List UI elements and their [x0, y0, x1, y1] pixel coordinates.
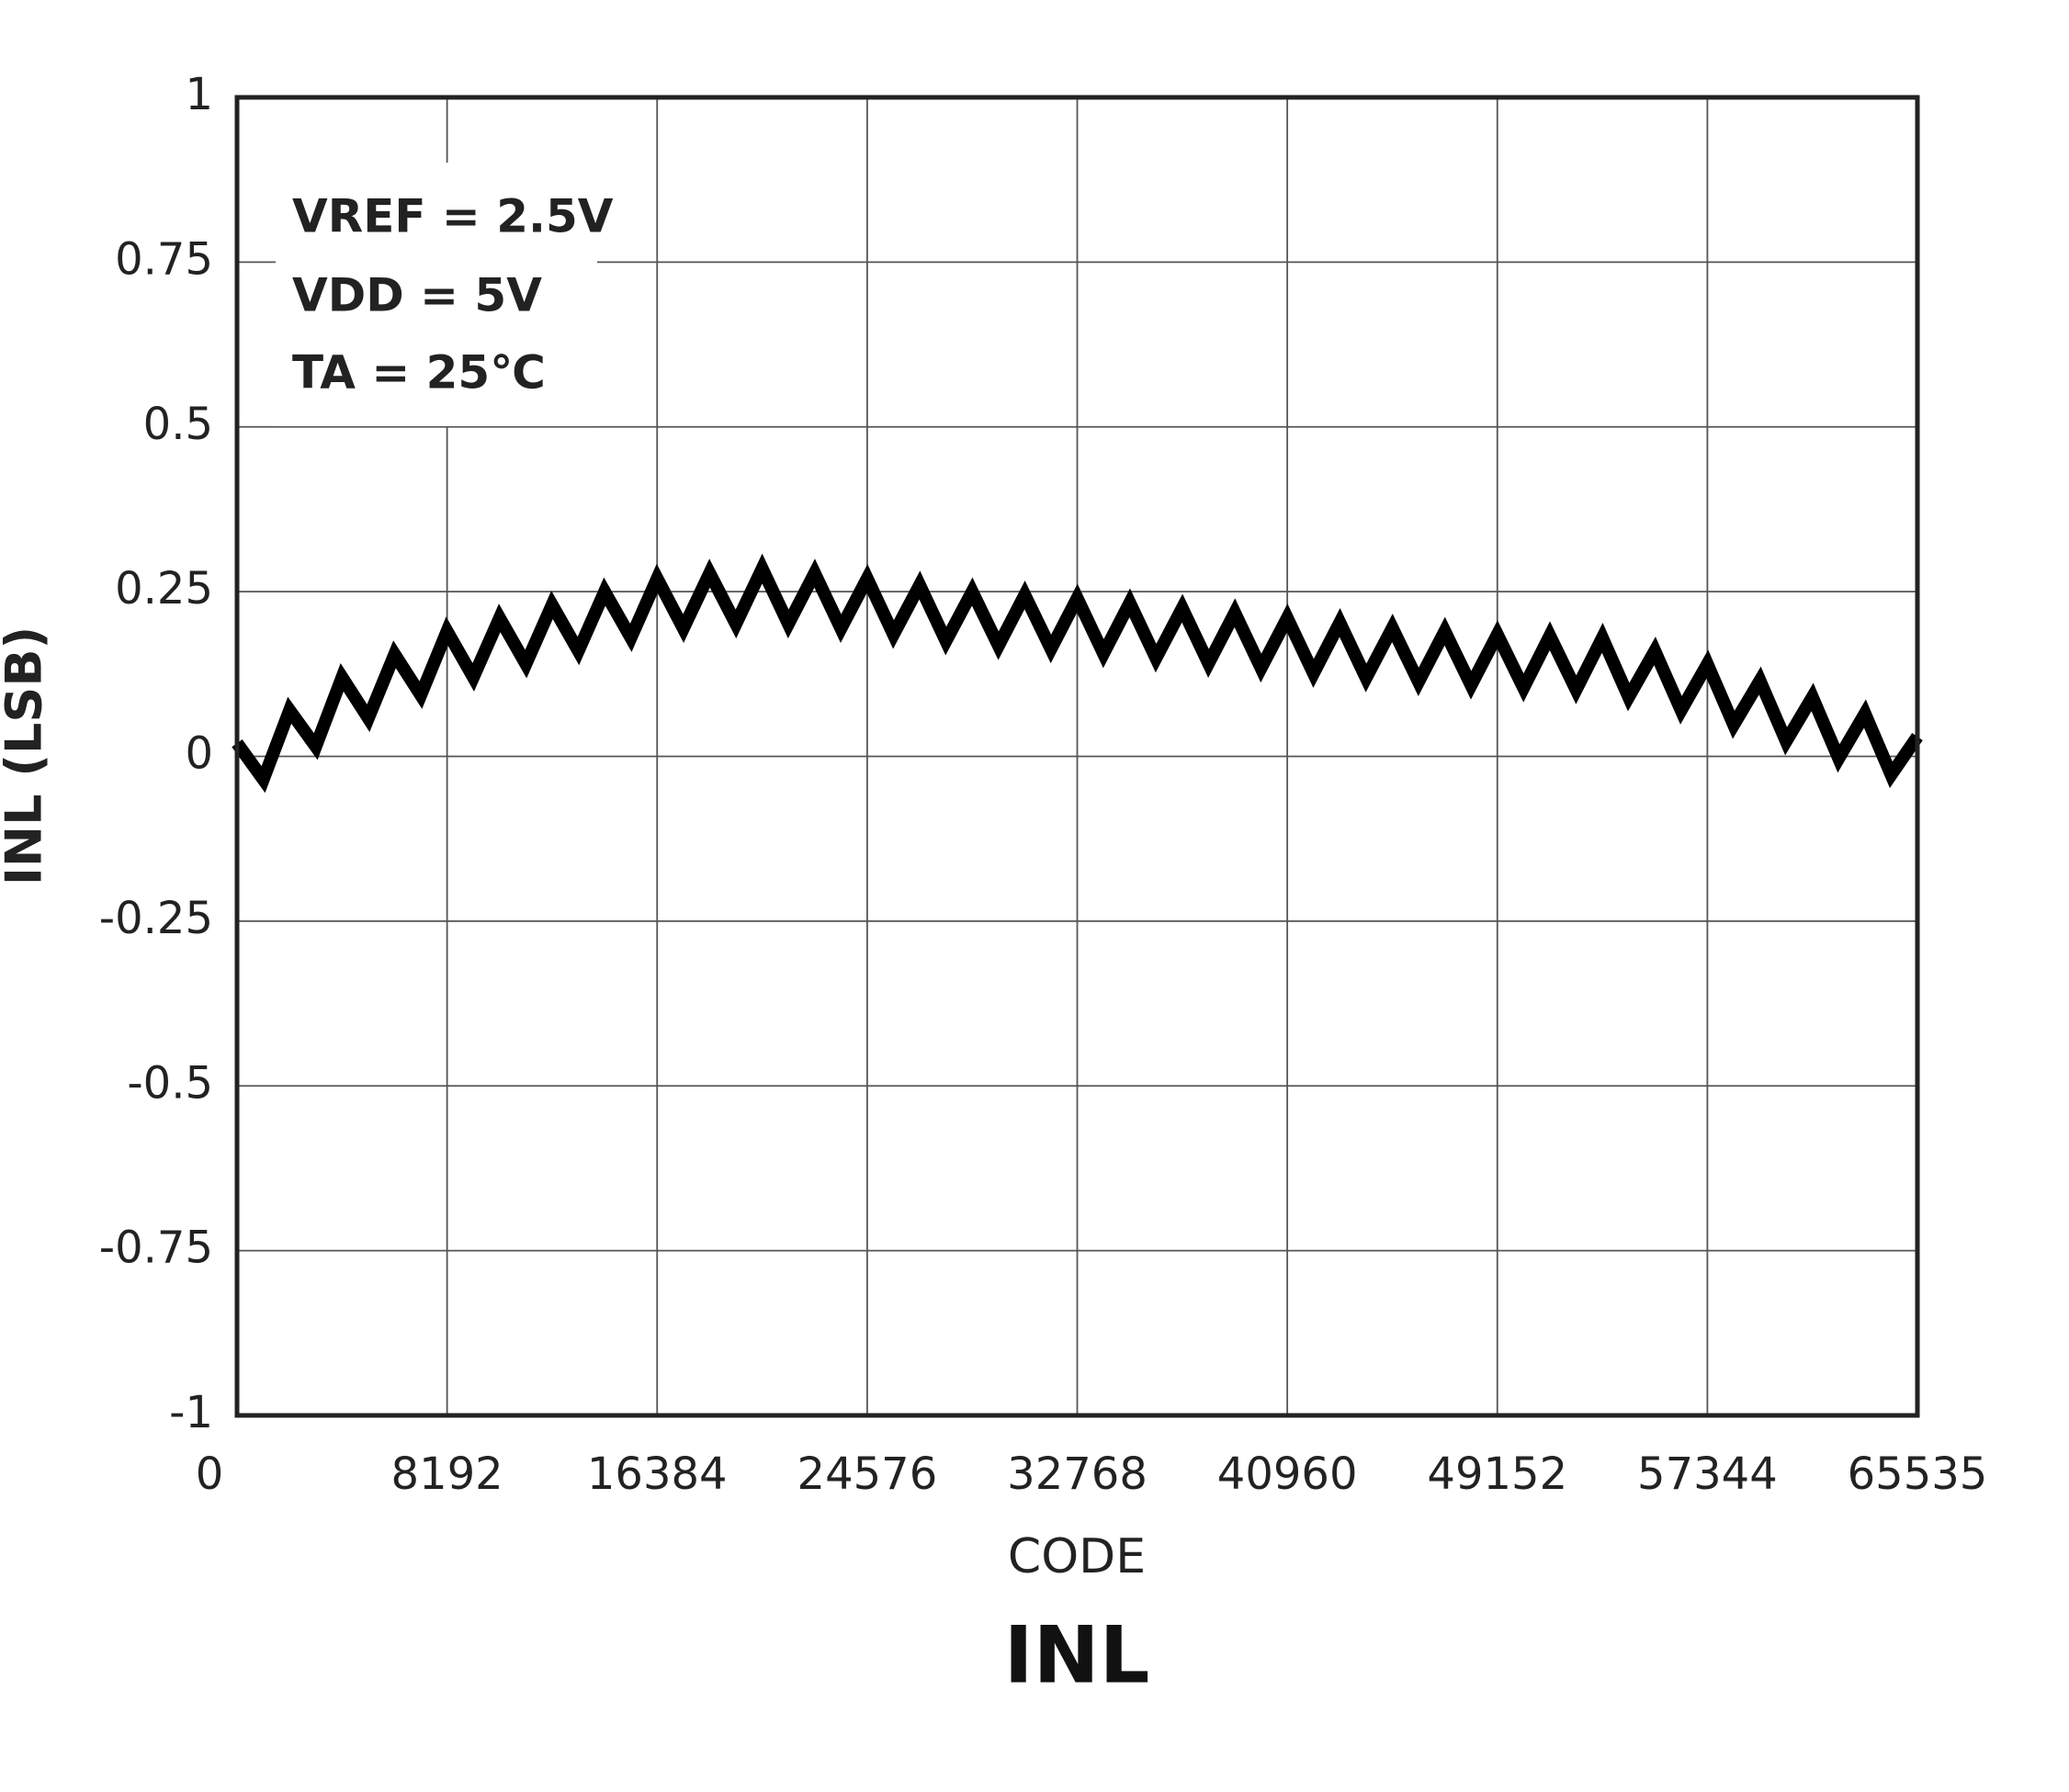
annotation-box	[276, 163, 597, 426]
marks	[232, 553, 1923, 794]
x-tick-label: 57344	[1637, 1448, 1778, 1500]
y-tick-label: 1	[185, 69, 213, 120]
x-tick-label: 49152	[1427, 1448, 1567, 1500]
y-axis-label: INL (LSB)	[0, 626, 53, 885]
y-tick-label: 0.75	[115, 233, 213, 285]
y-tick-label: -0.5	[127, 1057, 213, 1109]
x-tick-label: 0	[196, 1448, 224, 1500]
chart-title: INL	[1004, 1609, 1150, 1701]
y-tick-label: 0.5	[143, 399, 213, 450]
y-tick-label: 0.25	[115, 563, 213, 614]
x-axis-label: CODE	[1008, 1529, 1146, 1584]
annotation: TA = 25℃	[292, 346, 546, 400]
x-tick-label: 24576	[797, 1448, 938, 1500]
x-tick-label: 40960	[1217, 1448, 1358, 1500]
x-tick-label: 32768	[1007, 1448, 1148, 1500]
x-tick-label: 16384	[587, 1448, 728, 1500]
y-tick-label: -0.75	[99, 1223, 213, 1274]
annotation: VREF = 2.5V	[292, 190, 614, 243]
y-tick-label: -0.25	[99, 893, 213, 944]
data-line	[232, 553, 1923, 794]
x-tick-label: 65535	[1848, 1448, 1988, 1500]
annotation: VDD = 5V	[292, 269, 542, 322]
plot-frame	[234, 95, 1920, 1418]
x-tick-label: 8192	[391, 1448, 503, 1500]
y-tick-label: 0	[185, 728, 213, 780]
y-tick-label: -1	[169, 1387, 213, 1438]
